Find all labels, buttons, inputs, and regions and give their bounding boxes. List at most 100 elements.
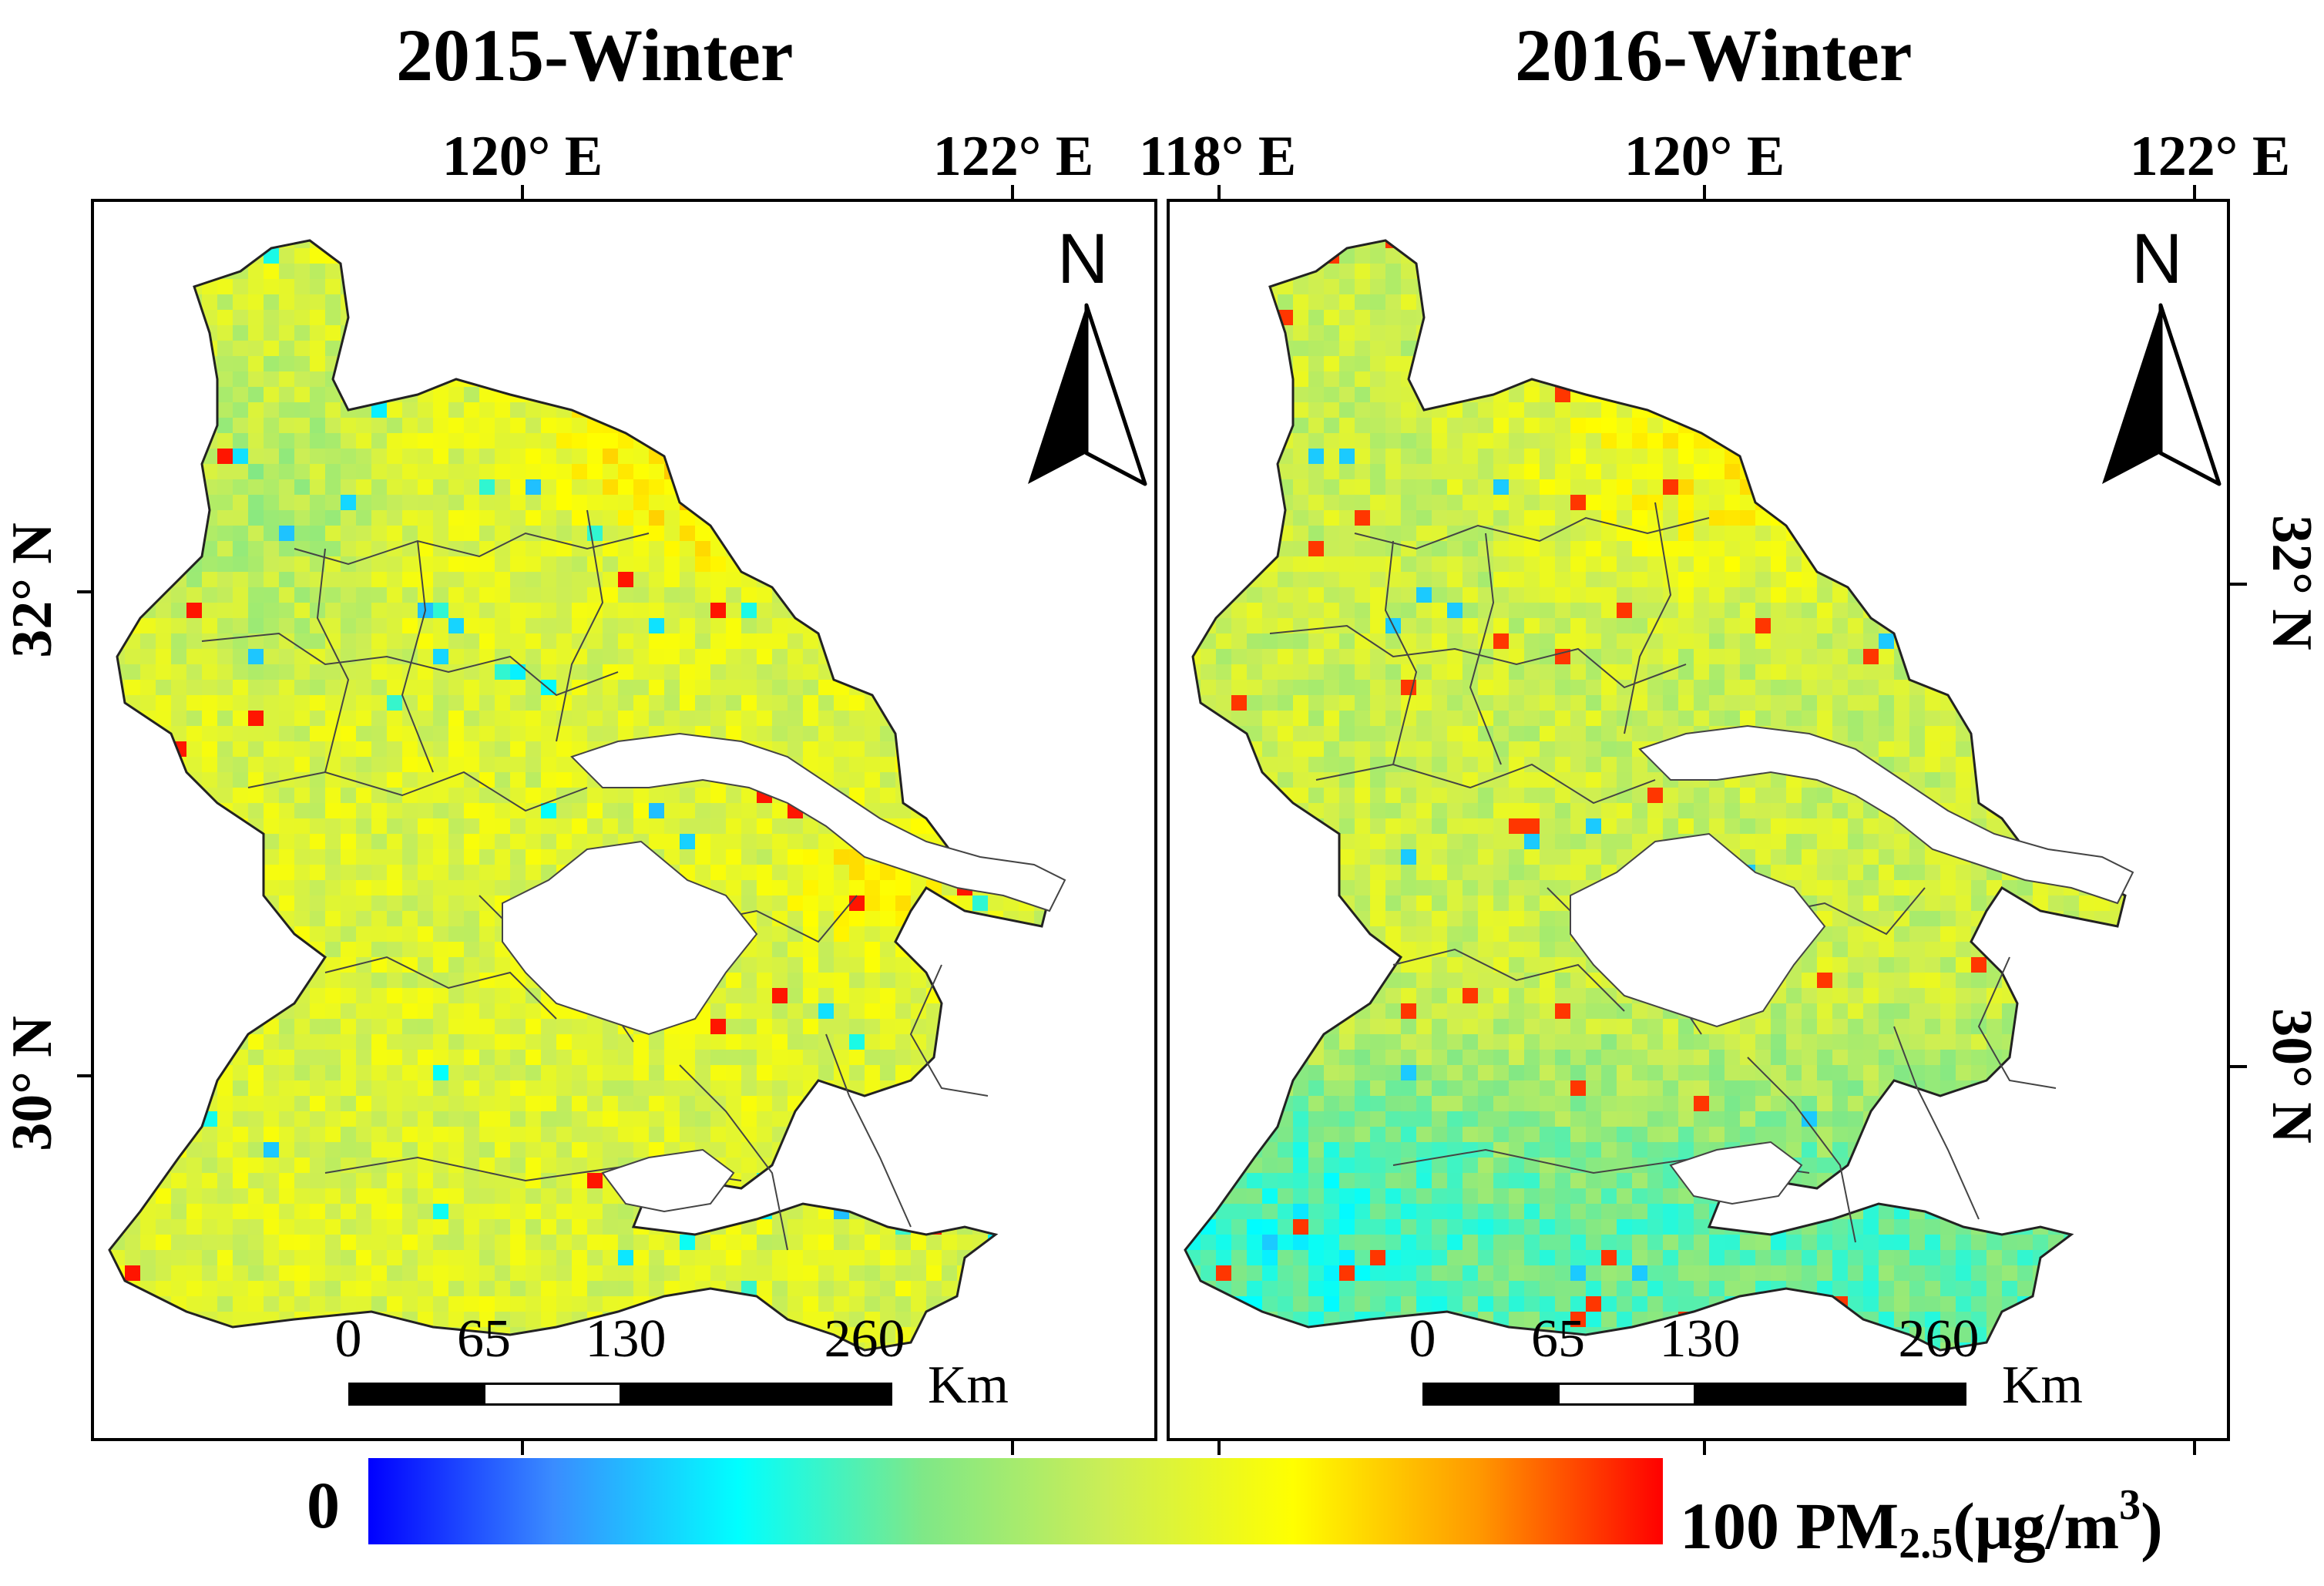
pm25-cell — [448, 1235, 464, 1250]
pm25-cell — [233, 495, 248, 510]
pm25-cell — [171, 1265, 186, 1281]
pm25-cell — [202, 1327, 217, 1342]
pm25-cell — [942, 541, 957, 556]
pm25-cell — [125, 587, 140, 603]
pm25-cell — [1247, 294, 1262, 310]
pm25-cell — [803, 1342, 818, 1350]
pm25-cell — [510, 1142, 526, 1158]
pm25-cell — [572, 526, 587, 541]
pm25-cell — [479, 248, 495, 264]
pm25-cell — [294, 1111, 310, 1127]
pm25-cell — [741, 464, 757, 479]
pm25-cell — [834, 957, 849, 973]
pm25-cell — [433, 618, 448, 633]
pm25-cell — [865, 279, 880, 294]
pm25-cell — [633, 1265, 649, 1281]
pm25-cell — [603, 1265, 618, 1281]
pm25-cell — [233, 279, 248, 294]
pm25-cell — [834, 1050, 849, 1065]
pm25-cell — [803, 880, 818, 895]
pm25-cell — [849, 942, 865, 957]
pm25-cell — [310, 1158, 325, 1173]
pm25-cell — [1832, 248, 1848, 264]
pm25-cell — [526, 325, 541, 341]
pm25-cell — [988, 387, 1003, 402]
pm25-cell — [618, 526, 633, 541]
pm25-cell — [726, 1050, 741, 1065]
pm25-cell — [1694, 264, 1709, 279]
pm25-cell — [294, 1281, 310, 1296]
pm25-cell — [94, 1050, 109, 1065]
pm25-cell — [1019, 1204, 1034, 1219]
pm25-cell — [186, 633, 202, 649]
pm25-cell — [1034, 849, 1049, 865]
pm25-cell — [1725, 279, 1740, 294]
pm25-cell — [649, 1111, 664, 1127]
pm25-cell — [818, 464, 834, 479]
pm25-cell — [125, 649, 140, 664]
pm25-cell — [911, 988, 926, 1003]
pm25-cell — [279, 1327, 294, 1342]
pm25-cell — [125, 1173, 140, 1188]
pm25-cell — [294, 1296, 310, 1312]
pm25-cell — [649, 803, 664, 818]
pm25-cell — [926, 895, 942, 911]
pm25-cell — [1003, 633, 1019, 649]
pm25-cell — [264, 279, 279, 294]
pm25-cell — [972, 1312, 988, 1327]
pm25-cell — [926, 772, 942, 788]
pm25-cell — [94, 464, 109, 479]
pm25-cell — [264, 402, 279, 418]
pm25-cell — [618, 433, 633, 449]
pm25-cell — [2110, 240, 2125, 248]
pm25-cell — [834, 510, 849, 526]
pm25-cell — [741, 1111, 757, 1127]
pm25-cell — [895, 449, 911, 464]
pm25-cell — [233, 510, 248, 526]
pm25-cell — [356, 649, 371, 664]
pm25-cell — [418, 834, 433, 849]
pm25-cell — [880, 803, 895, 818]
pm25-cell — [526, 510, 541, 526]
pm25-cell — [880, 402, 895, 418]
pm25-cell — [633, 1250, 649, 1265]
pm25-cell — [788, 818, 803, 834]
pm25-cell — [911, 464, 926, 479]
pm25-cell — [664, 1296, 680, 1312]
pm25-cell — [664, 1281, 680, 1296]
pm25-cell — [757, 865, 772, 880]
pm25-cell — [741, 418, 757, 433]
pm25-cell — [217, 618, 233, 633]
pm25-cell — [94, 510, 109, 526]
pm25-cell — [125, 741, 140, 757]
pm25-cell — [803, 449, 818, 464]
pm25-cell — [341, 418, 356, 433]
pm25-cell — [741, 880, 757, 895]
pm25-cell — [448, 341, 464, 356]
pm25-cell — [926, 1204, 942, 1219]
pm25-cell — [1019, 664, 1034, 680]
pm25-cell — [109, 757, 125, 772]
pm25-cell — [1049, 1158, 1065, 1173]
pm25-cell — [695, 1127, 710, 1142]
pm25-cell — [510, 664, 526, 680]
pm25-cell — [972, 1281, 988, 1296]
pm25-cell — [618, 1034, 633, 1050]
pm25-cell — [757, 464, 772, 479]
pm25-cell — [972, 240, 988, 248]
pm25-cell — [556, 603, 572, 618]
pm25-cell — [664, 788, 680, 803]
pm25-cell — [957, 526, 972, 541]
pm25-cell — [448, 587, 464, 603]
pm25-cell — [1034, 988, 1049, 1003]
pm25-cell — [633, 556, 649, 572]
pm25-cell — [972, 818, 988, 834]
pm25-cell — [464, 803, 479, 818]
pm25-cell — [818, 1188, 834, 1204]
pm25-cell — [233, 294, 248, 310]
pm25-cell — [849, 279, 865, 294]
pm25-cell — [865, 1096, 880, 1111]
pm25-cell — [834, 741, 849, 757]
pm25-cell — [880, 880, 895, 895]
pm25-cell — [957, 772, 972, 788]
